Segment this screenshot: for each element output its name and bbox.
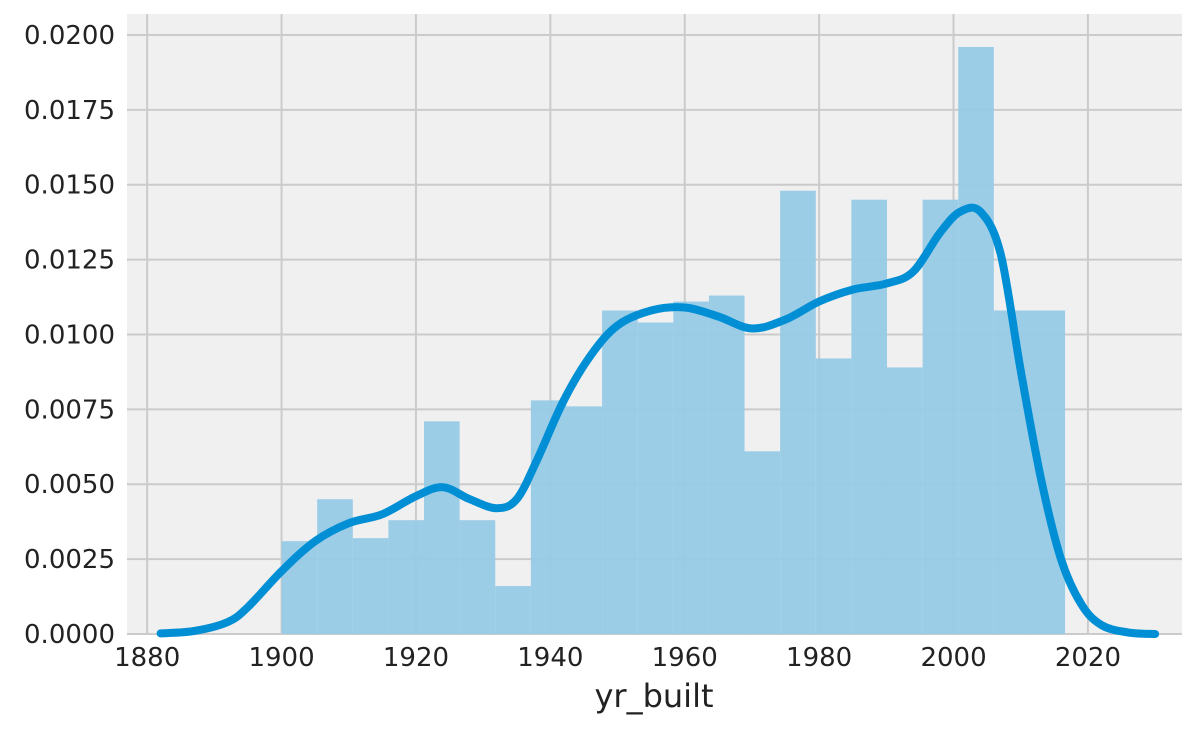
histogram-bar [708,295,745,634]
histogram-bar [566,406,603,634]
y-tick-label: 0.0075 [24,395,115,425]
histogram-bar [1029,310,1066,634]
y-tick-label: 0.0125 [24,246,115,276]
y-tick-label: 0.0150 [24,171,115,201]
histogram-bar [780,190,816,635]
histogram-bar [922,199,959,634]
histogram-bar [993,310,1030,634]
x-tick-label: 2000 [920,643,986,673]
histogram-bars [281,46,1066,635]
histogram-bar [887,367,923,634]
y-axis-ticks: 0.0000 0.0025 0.0050 0.0075 0.0100 0.0125 0.01… [24,21,115,650]
histogram-bar [352,538,389,634]
histogram-bar [815,358,852,634]
histogram-bar [424,421,460,634]
histogram-bar [317,499,353,634]
histogram-bar [637,322,674,634]
histogram-bar [958,46,994,635]
x-tick-label: 1960 [652,643,718,673]
histogram-bar [744,451,781,634]
histogram-bar [851,199,888,634]
y-tick-label: 0.0200 [24,21,115,51]
y-tick-label: 0.0025 [24,545,115,575]
y-tick-label: 0.0050 [24,470,115,500]
x-axis-label: yr_built [594,677,713,715]
histogram-bar [673,301,709,634]
x-tick-label: 2020 [1055,643,1121,673]
y-tick-label: 0.0175 [24,96,115,126]
y-tick-label: 0.0100 [24,320,115,350]
histogram-bar [602,310,638,634]
histogram-bar [459,520,496,634]
histogram-bar [495,586,531,634]
x-axis-ticks: 1880 1900 1920 1940 1960 1980 2000 2020 [114,643,1121,673]
x-tick-label: 1880 [114,643,180,673]
x-tick-label: 1980 [786,643,852,673]
x-tick-label: 1900 [248,643,314,673]
y-tick-label: 0.0000 [24,620,115,650]
histogram-bar [388,520,425,634]
x-tick-label: 1940 [517,643,583,673]
kde-curve [156,203,1160,638]
x-tick-label: 1920 [383,643,449,673]
